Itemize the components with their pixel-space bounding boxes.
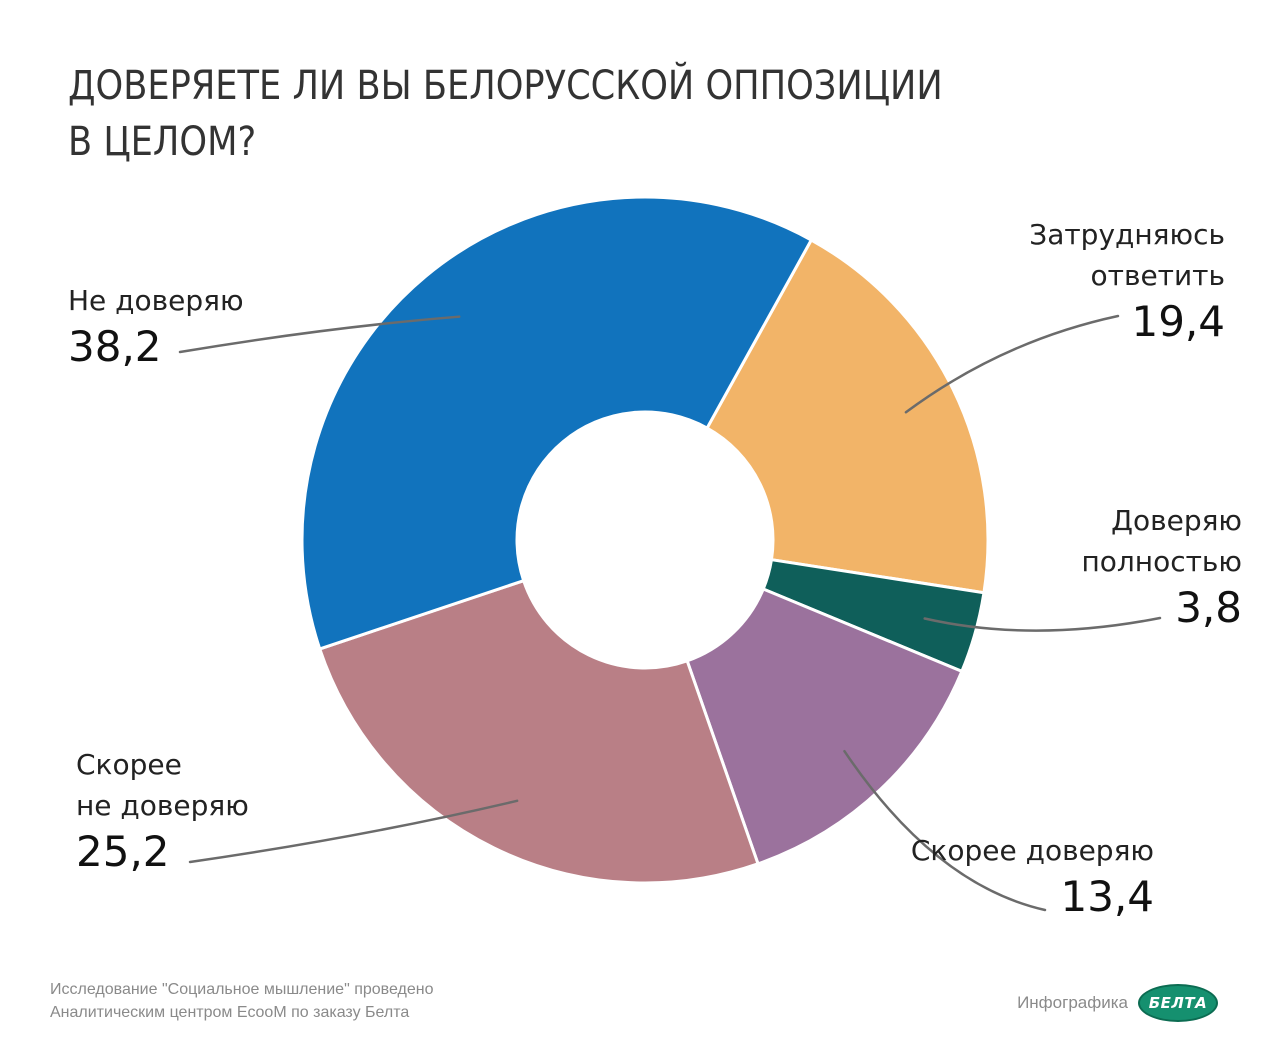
label-hard-to-answer: Затрудняюсь ответить 19,4 [1029,214,1225,346]
source-note-line-1: Исследование "Социальное мышление" прове… [50,981,434,998]
belta-logo-text: БЕЛТА [1148,994,1208,1012]
leader-lines [178,314,1162,912]
chart-title-line-2: В ЦЕЛОМ? [68,119,257,165]
belta-logo: БЕЛТА [1138,984,1218,1022]
leader-hard-to-answer [904,314,1120,414]
leader-rather-trust [843,749,1047,912]
slice-value: 19,4 [1131,297,1225,346]
slice-value: 38,2 [68,322,162,371]
slice-hard-to-answer [705,237,990,595]
source-note: Исследование "Социальное мышление" прове… [50,978,434,1024]
donut-slices [300,195,990,885]
slice-value: 25,2 [76,827,170,876]
slice-label-line: не доверяю [76,789,249,822]
source-note-line-2: Аналитическим центром EcooM по заказу Бе… [50,1004,410,1021]
leader-rather-distrust [188,799,519,864]
slice-value: 3,8 [1175,583,1242,632]
slice-rather-trust [685,587,964,866]
label-fully-trust: Доверяю полностью 3,8 [1081,500,1242,632]
slice-label-line: Скорее [76,748,182,781]
chart-title: ДОВЕРЯЕТЕ ЛИ ВЫ БЕЛОРУССКОЙ ОППОЗИЦИИ В … [68,58,943,170]
label-rather-distrust: Скорее не доверяю 25,2 [76,744,249,876]
slice-rather-distrust [317,578,760,885]
infographic-credit: Инфографика БЕЛТА [1017,984,1218,1022]
slice-label-line: Не доверяю [68,284,244,317]
leader-fully-trust [923,616,1162,632]
slice-value: 13,4 [1060,872,1154,921]
slice-label-line: Доверяю [1111,504,1242,537]
label-distrust: Не доверяю 38,2 [68,280,244,371]
label-rather-trust: Скорее доверяю 13,4 [911,830,1154,921]
leader-distrust [178,315,461,354]
slice-label-line: полностью [1081,545,1242,578]
slice-label-line: ответить [1090,259,1226,292]
credit-label: Инфографика [1017,993,1128,1012]
slice-distrust [300,195,814,651]
slice-label-line: Скорее доверяю [910,834,1154,867]
chart-title-line-1: ДОВЕРЯЕТЕ ЛИ ВЫ БЕЛОРУССКОЙ ОППОЗИЦИИ [68,63,943,109]
slice-label-line: Затрудняюсь [1029,218,1225,251]
